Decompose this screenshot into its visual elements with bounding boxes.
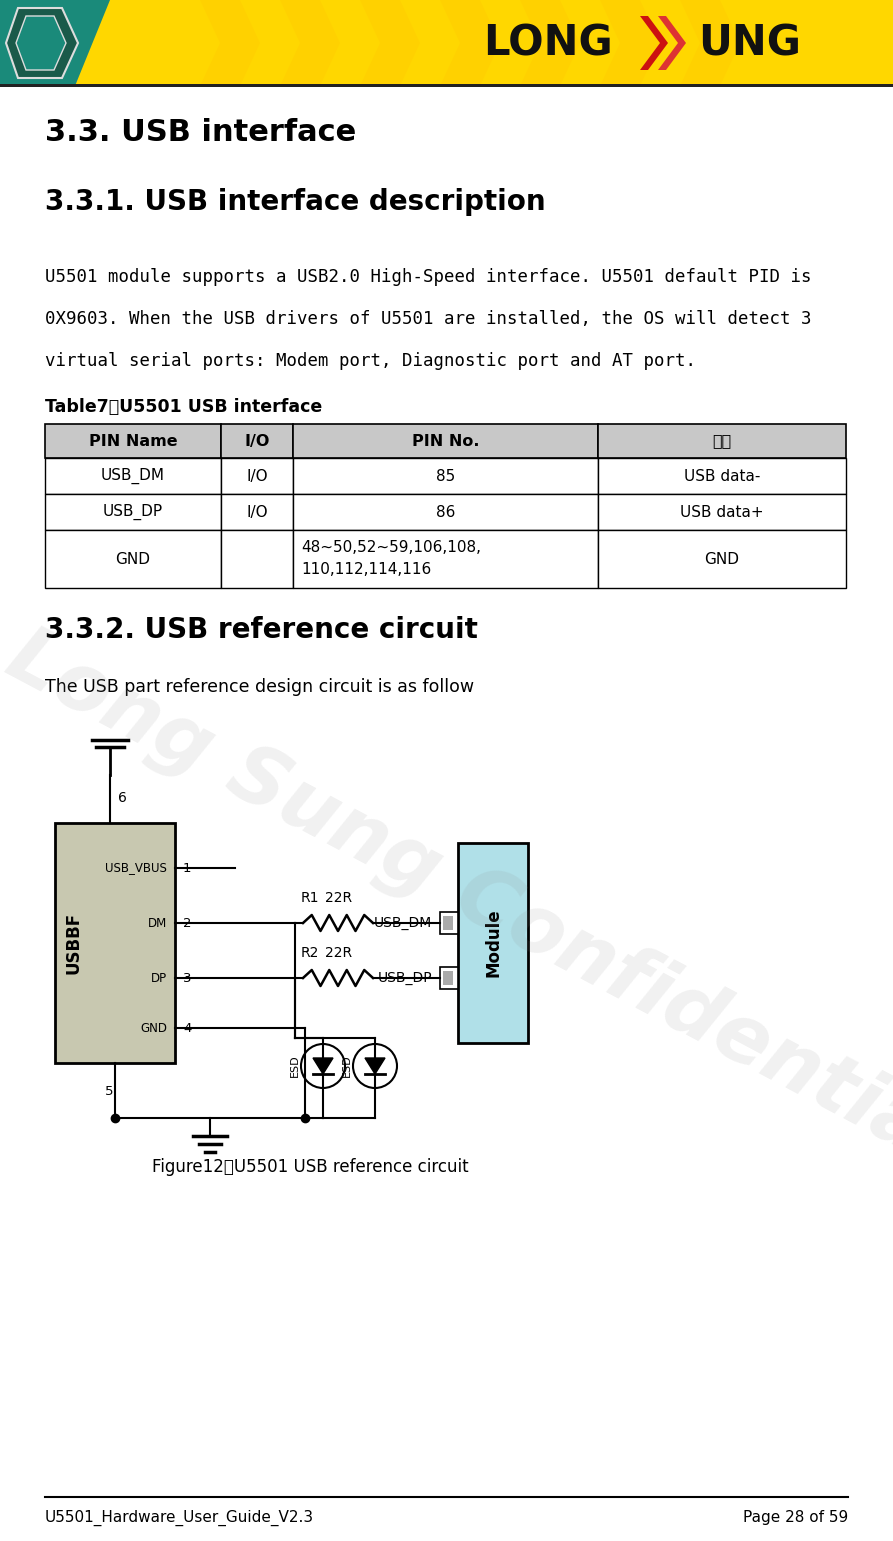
Bar	[293, 495, 598, 530]
Text: GND: GND	[115, 552, 151, 567]
Text: 3.3.1. USB interface description: 3.3.1. USB interface description	[45, 188, 546, 216]
Polygon shape	[200, 0, 260, 86]
Text: U5501_Hardware_User_Guide_V2.3: U5501_Hardware_User_Guide_V2.3	[45, 1510, 314, 1526]
Text: 3.3.2. USB reference circuit: 3.3.2. USB reference circuit	[45, 616, 478, 644]
Text: Figure12：U5501 USB reference circuit: Figure12：U5501 USB reference circuit	[152, 1157, 468, 1176]
Bar	[440, 912, 458, 934]
Text: USB data-: USB data-	[684, 468, 760, 484]
Text: 110,112,114,116: 110,112,114,116	[301, 562, 431, 576]
Bar	[0, 0, 150, 86]
Text: 86: 86	[436, 504, 455, 519]
Text: DM: DM	[147, 917, 167, 929]
Text: DP: DP	[151, 971, 167, 985]
Text: ESD: ESD	[290, 1054, 300, 1077]
Text: 2: 2	[183, 917, 191, 929]
Text: USB_DM: USB_DM	[374, 915, 432, 931]
Text: 85: 85	[436, 468, 455, 484]
Text: Long Sung Confidential: Long Sung Confidential	[0, 616, 893, 1183]
Bar	[221, 424, 293, 458]
Polygon shape	[75, 0, 150, 86]
Text: 描述: 描述	[713, 433, 731, 448]
Text: USB_DM: USB_DM	[101, 468, 165, 484]
Polygon shape	[640, 15, 668, 69]
Text: R2: R2	[301, 946, 320, 960]
Text: 5: 5	[105, 1085, 113, 1099]
Bar	[443, 971, 453, 985]
Circle shape	[301, 1043, 345, 1088]
Text: 3.3. USB interface: 3.3. USB interface	[45, 119, 356, 146]
Text: GND: GND	[140, 1022, 167, 1034]
Polygon shape	[520, 0, 580, 86]
Text: 1: 1	[183, 861, 191, 874]
Text: The USB part reference design circuit is as follow: The USB part reference design circuit is…	[45, 678, 474, 697]
Text: 0X9603. When the USB drivers of U5501 are installed, the OS will detect 3: 0X9603. When the USB drivers of U5501 ar…	[45, 310, 812, 328]
Polygon shape	[680, 0, 740, 86]
Polygon shape	[6, 8, 78, 79]
Bar	[221, 458, 293, 495]
Polygon shape	[658, 15, 686, 69]
Text: PIN No.: PIN No.	[412, 433, 480, 448]
Text: Page 28 of 59: Page 28 of 59	[743, 1510, 848, 1526]
Text: Module: Module	[484, 909, 502, 977]
Polygon shape	[313, 1059, 333, 1074]
Text: UNG: UNG	[698, 22, 802, 65]
Text: Table7：U5501 USB interface: Table7：U5501 USB interface	[45, 398, 322, 416]
Text: PIN Name: PIN Name	[88, 433, 178, 448]
Text: GND: GND	[705, 552, 739, 567]
Polygon shape	[16, 15, 66, 69]
Bar	[293, 530, 598, 589]
Text: I/O: I/O	[246, 504, 268, 519]
Bar	[221, 530, 293, 589]
Bar	[440, 968, 458, 989]
Text: R1: R1	[301, 891, 320, 905]
Bar	[221, 495, 293, 530]
Text: USB_VBUS: USB_VBUS	[105, 861, 167, 874]
Bar	[293, 458, 598, 495]
Text: virtual serial ports: Modem port, Diagnostic port and AT port.: virtual serial ports: Modem port, Diagno…	[45, 351, 696, 370]
Bar	[443, 915, 453, 931]
Bar	[0, 85, 893, 86]
Bar	[55, 823, 175, 1063]
Bar	[45, 530, 221, 589]
Text: 4: 4	[183, 1022, 191, 1034]
Polygon shape	[365, 1059, 385, 1074]
Text: I/O: I/O	[246, 468, 268, 484]
Bar	[45, 458, 221, 495]
Bar	[45, 495, 221, 530]
Bar	[45, 424, 221, 458]
Text: ESD: ESD	[342, 1054, 352, 1077]
Text: 22R: 22R	[325, 946, 352, 960]
Text: 3: 3	[183, 971, 191, 985]
Bar	[598, 424, 846, 458]
Text: LONG: LONG	[483, 22, 613, 65]
Text: USB_DP: USB_DP	[378, 971, 432, 985]
Polygon shape	[280, 0, 340, 86]
Polygon shape	[600, 0, 660, 86]
Bar	[458, 843, 528, 1043]
Text: 22R: 22R	[325, 891, 352, 905]
Bar	[293, 424, 598, 458]
Bar	[598, 530, 846, 589]
Polygon shape	[440, 0, 500, 86]
Text: U5501 module supports a USB2.0 High-Speed interface. U5501 default PID is: U5501 module supports a USB2.0 High-Spee…	[45, 268, 812, 287]
Text: 48~50,52~59,106,108,: 48~50,52~59,106,108,	[301, 539, 481, 555]
Text: 6: 6	[118, 791, 127, 804]
Bar	[598, 458, 846, 495]
Text: USB data+: USB data+	[680, 504, 764, 519]
Polygon shape	[360, 0, 420, 86]
Circle shape	[353, 1043, 397, 1088]
Text: I/O: I/O	[245, 433, 270, 448]
Bar	[598, 495, 846, 530]
Text: USB_DP: USB_DP	[103, 504, 163, 521]
Text: USBBF: USBBF	[64, 912, 82, 974]
Bar	[0, 0, 893, 86]
